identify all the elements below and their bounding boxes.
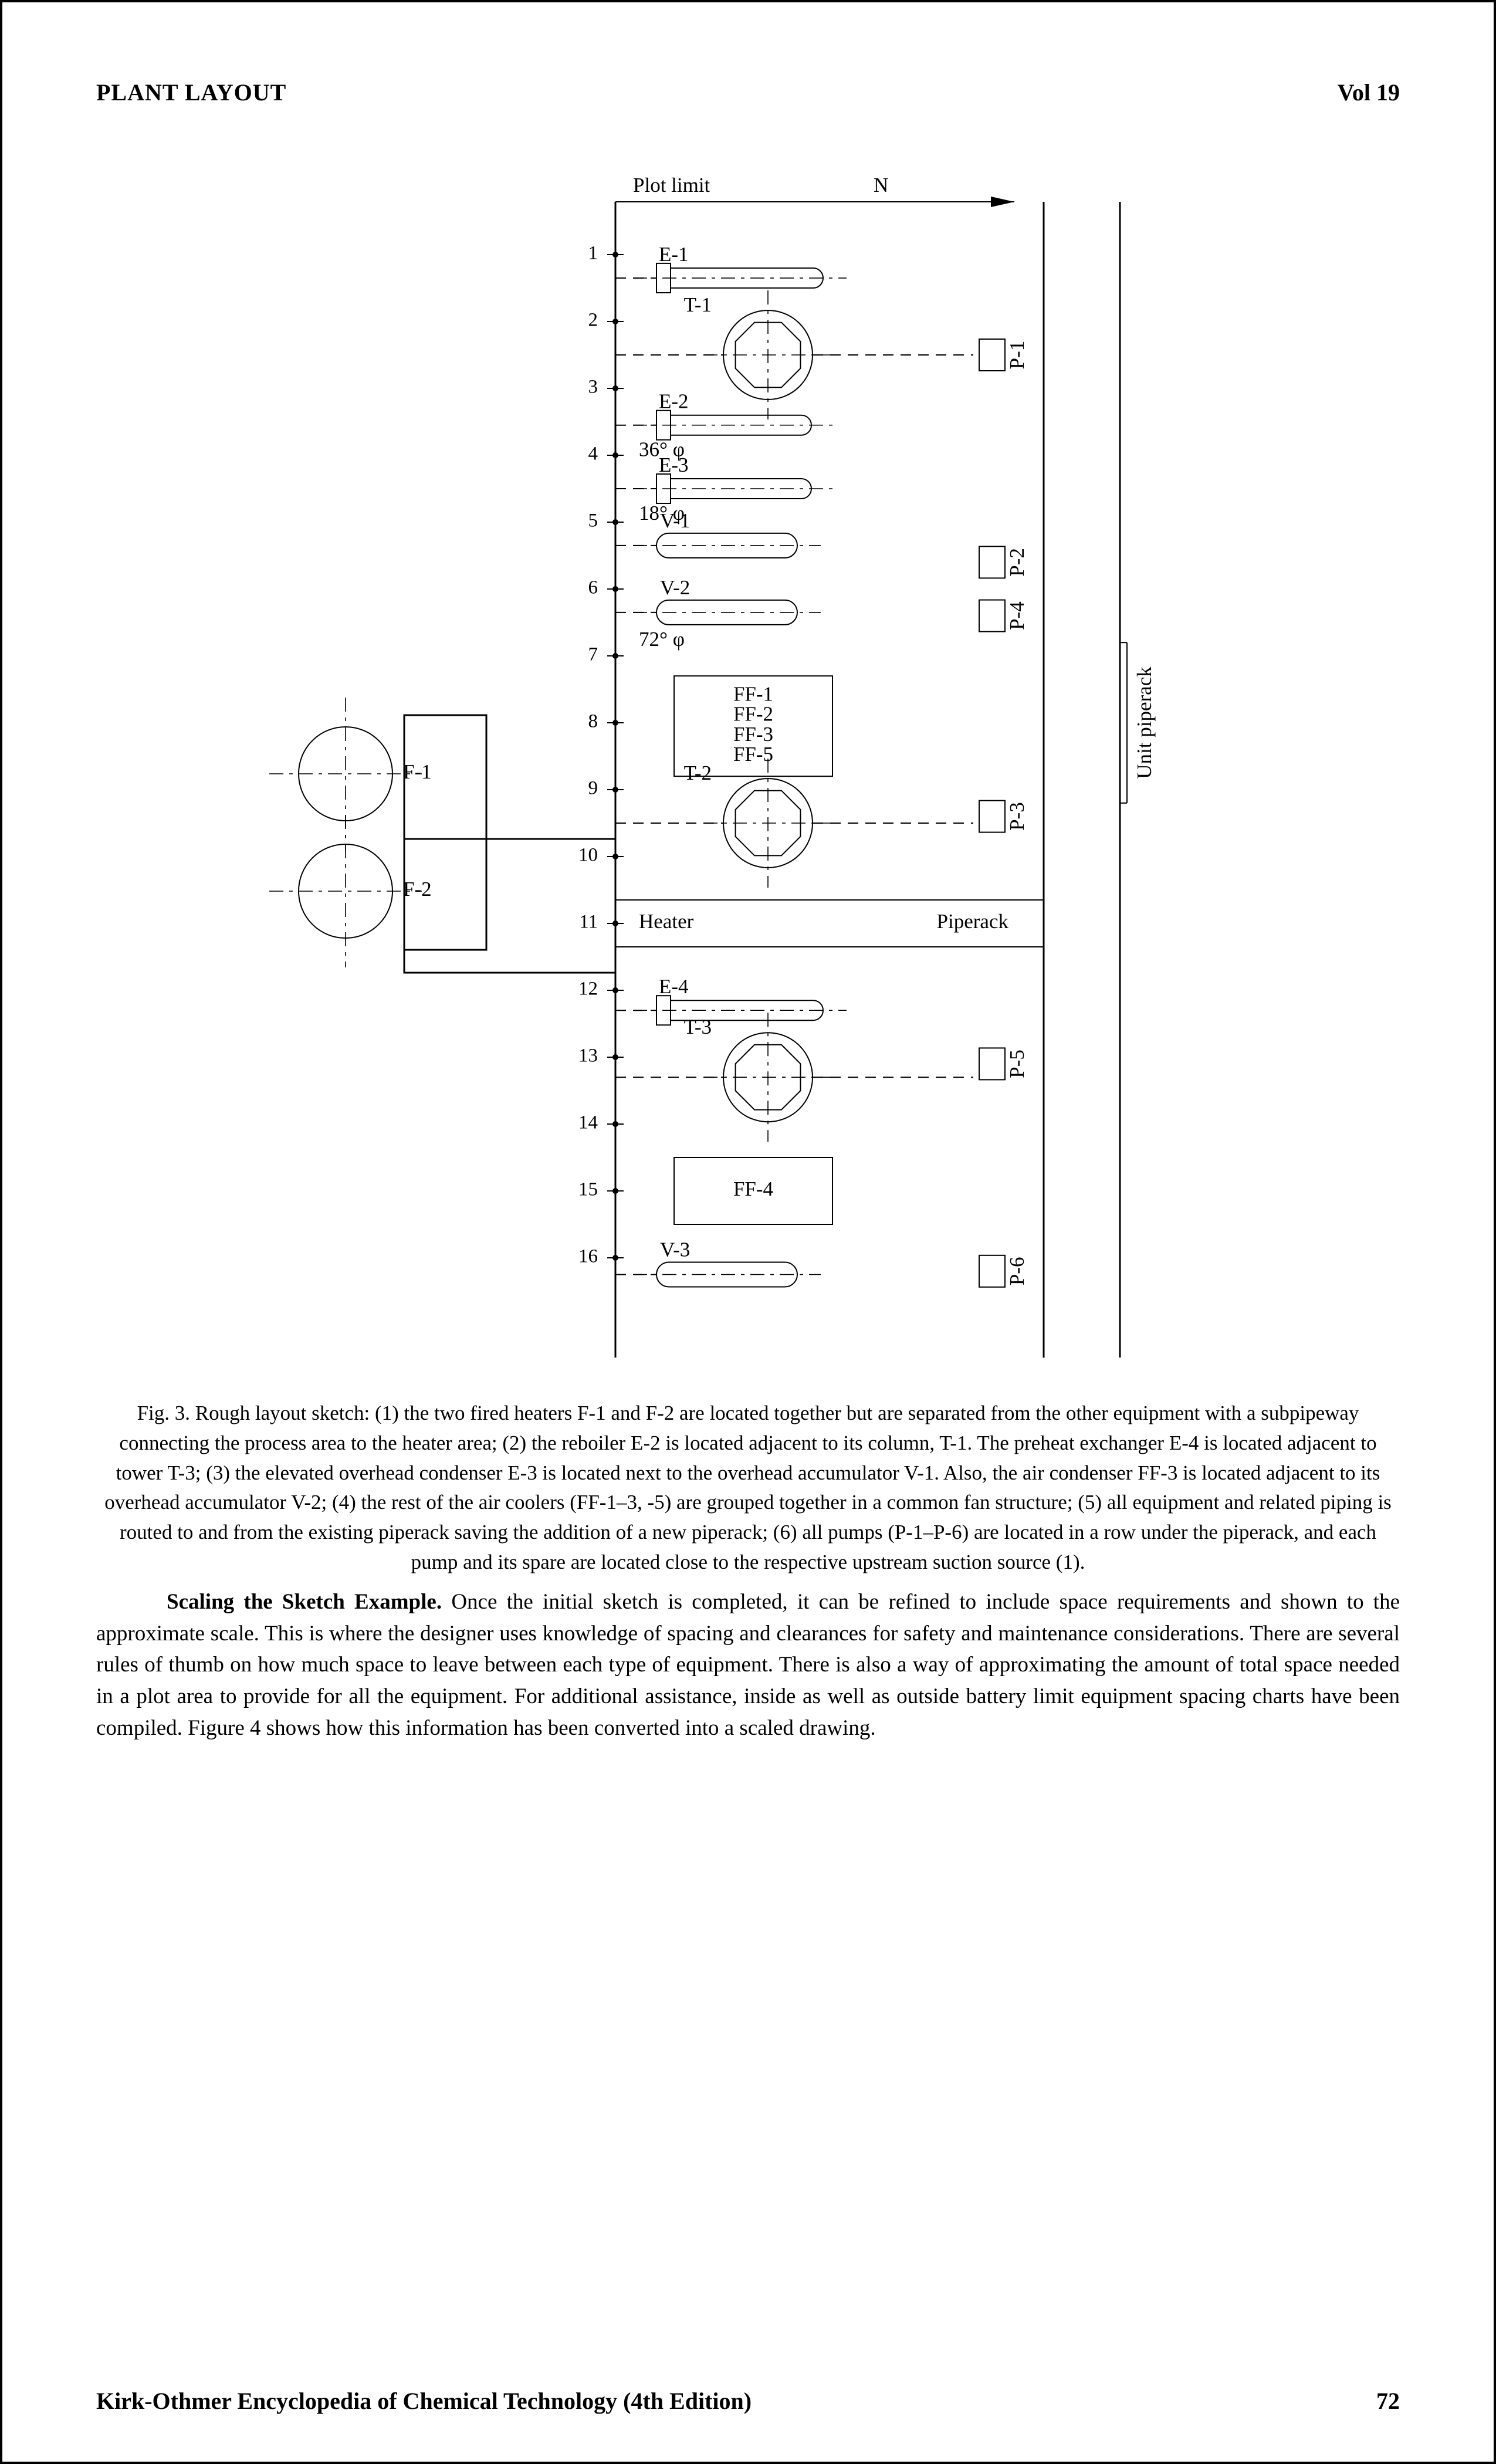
svg-text:P-4: P-4 xyxy=(1006,601,1028,630)
svg-text:V-2: V-2 xyxy=(660,576,690,599)
svg-text:Plot limit: Plot limit xyxy=(633,174,710,197)
svg-text:FF-5: FF-5 xyxy=(733,743,773,766)
svg-text:72° φ: 72° φ xyxy=(639,628,685,651)
svg-text:F-2: F-2 xyxy=(403,878,432,901)
svg-text:6: 6 xyxy=(588,577,598,598)
svg-text:3: 3 xyxy=(588,377,598,398)
svg-text:E-1: E-1 xyxy=(659,243,689,266)
svg-text:10: 10 xyxy=(578,845,598,866)
svg-text:P-6: P-6 xyxy=(1006,1257,1028,1285)
svg-text:FF-3: FF-3 xyxy=(733,723,773,746)
svg-text:5: 5 xyxy=(588,510,598,532)
svg-text:9: 9 xyxy=(588,778,598,799)
svg-text:N: N xyxy=(874,174,888,197)
svg-text:Piperack: Piperack xyxy=(937,910,1009,933)
svg-text:E-3: E-3 xyxy=(659,453,689,476)
svg-text:P-5: P-5 xyxy=(1006,1050,1028,1078)
svg-text:FF-1: FF-1 xyxy=(733,682,773,705)
svg-text:E-2: E-2 xyxy=(659,390,689,413)
svg-text:P-3: P-3 xyxy=(1006,802,1028,831)
svg-text:E-4: E-4 xyxy=(659,975,689,998)
svg-text:11: 11 xyxy=(579,912,598,933)
svg-text:V-1: V-1 xyxy=(660,509,690,532)
page-header-right: Vol 19 xyxy=(1338,79,1400,106)
svg-text:15: 15 xyxy=(578,1179,598,1200)
svg-text:4: 4 xyxy=(588,444,598,465)
svg-text:13: 13 xyxy=(578,1045,598,1067)
figure: Plot limitNUnit piperack1234567891011121… xyxy=(2,155,1496,1360)
svg-text:FF-4: FF-4 xyxy=(733,1177,773,1200)
svg-text:Unit piperack: Unit piperack xyxy=(1133,666,1156,779)
page-footer-right: 72 xyxy=(1376,2387,1400,2415)
svg-text:FF-2: FF-2 xyxy=(733,703,773,726)
body-lead: Scaling the Sketch Example. xyxy=(167,1590,442,1614)
page-header-left: PLANT LAYOUT xyxy=(96,79,286,106)
svg-text:P-2: P-2 xyxy=(1006,548,1028,577)
svg-text:1: 1 xyxy=(588,243,598,264)
svg-text:16: 16 xyxy=(578,1246,598,1267)
svg-text:P-1: P-1 xyxy=(1006,341,1028,370)
page: PLANT LAYOUT Vol 19 Plot limit N Unit pipe… xyxy=(0,0,1496,2464)
svg-text:7: 7 xyxy=(588,644,598,665)
svg-text:T-3: T-3 xyxy=(684,1016,712,1038)
body-paragraph: Scaling the Sketch Example. Once the ini… xyxy=(96,1586,1400,1744)
svg-text:F-1: F-1 xyxy=(403,760,432,783)
svg-text:8: 8 xyxy=(588,711,598,732)
svg-text:T-2: T-2 xyxy=(684,761,712,784)
svg-text:12: 12 xyxy=(578,979,598,1000)
svg-text:T-1: T-1 xyxy=(684,293,712,316)
page-footer-left: Kirk-Othmer Encyclopedia of Chemical Tec… xyxy=(96,2387,752,2415)
figure-caption: Fig. 3. Rough layout sketch: (1) the two… xyxy=(96,1399,1400,1578)
svg-text:14: 14 xyxy=(578,1112,598,1133)
svg-text:2: 2 xyxy=(588,310,598,331)
svg-text:V-3: V-3 xyxy=(660,1238,690,1261)
svg-text:Heater: Heater xyxy=(639,910,694,933)
